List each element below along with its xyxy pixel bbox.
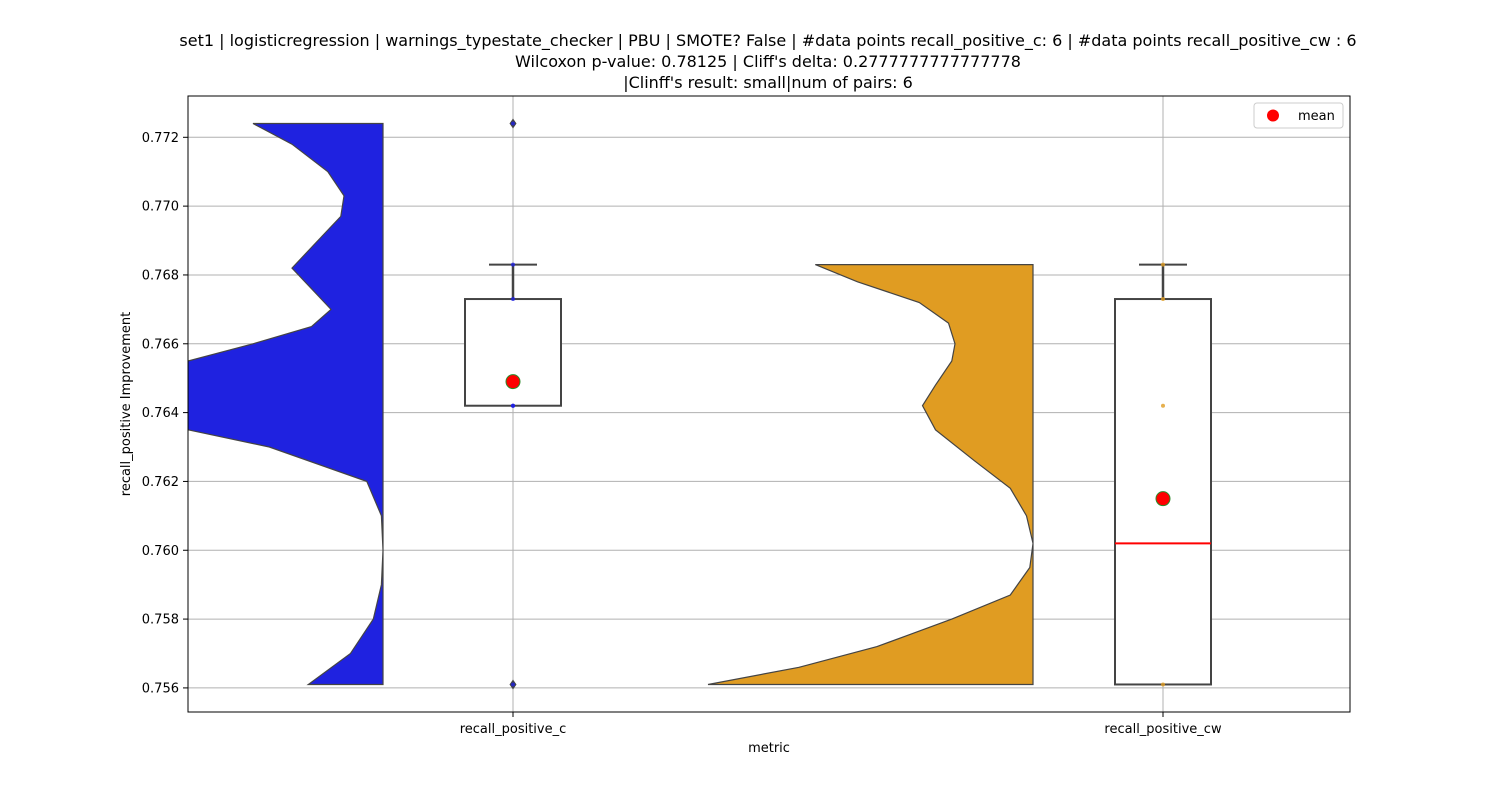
data-point xyxy=(511,682,515,687)
title-line-1: set1 | logisticregression | warnings_typ… xyxy=(179,31,1356,51)
mean-marker xyxy=(1155,491,1171,507)
data-point xyxy=(511,403,515,408)
x-tick-label: recall_positive_c xyxy=(460,722,567,737)
data-point xyxy=(1161,262,1165,267)
mean-marker xyxy=(505,374,521,390)
legend-mean-label: mean xyxy=(1298,109,1335,124)
y-tick-label: 0.768 xyxy=(142,268,179,283)
y-tick-label: 0.772 xyxy=(142,131,179,146)
data-point xyxy=(1161,682,1165,687)
violin-recall_positive_c xyxy=(188,122,384,686)
x-tick-label: recall_positive_cw xyxy=(1104,722,1222,737)
data-point xyxy=(511,297,515,302)
chart-title: set1 | logisticregression | warnings_typ… xyxy=(179,31,1356,92)
x-axis-label: metric xyxy=(748,741,790,756)
y-axis: 0.756 0.758 0.760 0.762 0.764 0.766 0.768 0.770… xyxy=(142,131,188,696)
data-points xyxy=(505,121,1171,687)
title-line-2: Wilcoxon p-value: 0.78125 | Cliff's delt… xyxy=(515,52,1021,71)
y-tick-label: 0.766 xyxy=(142,337,179,352)
data-point xyxy=(511,262,515,267)
x-axis: recall_positive_c recall_positive_cw xyxy=(460,712,1222,737)
boxplots xyxy=(464,118,1212,690)
y-tick-label: 0.764 xyxy=(142,406,179,421)
legend: mean xyxy=(1253,102,1344,129)
y-tick-label: 0.762 xyxy=(142,475,179,490)
y-axis-label: recall_positive Improvement xyxy=(119,312,134,496)
y-tick-label: 0.758 xyxy=(142,613,179,628)
box-recall_positive_c xyxy=(464,298,562,407)
legend-box xyxy=(1253,102,1344,129)
data-point xyxy=(1161,403,1165,408)
violin-recall_positive_cw xyxy=(707,264,1034,686)
y-tick-label: 0.770 xyxy=(142,200,179,215)
legend-mean-marker xyxy=(1267,109,1279,122)
violins xyxy=(188,122,1034,686)
y-tick-label: 0.760 xyxy=(142,544,179,559)
data-point xyxy=(1161,297,1165,302)
y-tick-label: 0.756 xyxy=(142,681,179,696)
data-point xyxy=(511,121,515,126)
plot-area-frame xyxy=(187,95,1351,713)
title-line-3: |Clinff's result: small|num of pairs: 6 xyxy=(623,73,913,92)
